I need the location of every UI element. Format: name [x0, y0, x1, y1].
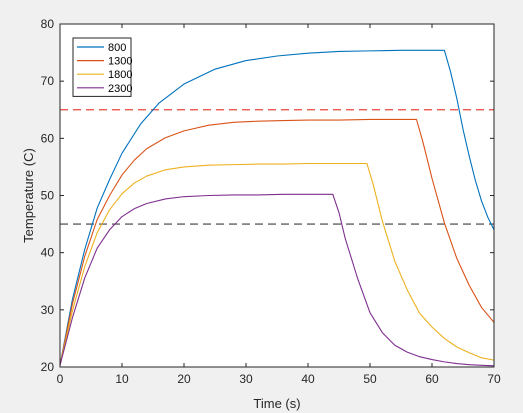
x-tick-label: 20: [177, 372, 191, 386]
x-axis-ticks: 0 10 20 30 40 50 60 70: [57, 24, 501, 386]
legend-label-800: 800: [108, 42, 126, 54]
series-line-1300: [59, 118, 495, 366]
legend-label-2300: 2300: [108, 83, 132, 95]
x-tick-label: 0: [57, 372, 64, 386]
series-line-2300: [59, 193, 495, 367]
x-tick-label: 40: [301, 372, 315, 386]
y-axis-label: Temperature (C): [21, 148, 36, 243]
y-tick-label: 20: [41, 360, 55, 374]
x-tick-label: 60: [425, 372, 439, 386]
series-lines: [59, 49, 495, 367]
x-tick-label: 30: [239, 372, 253, 386]
x-tick-label: 10: [115, 372, 129, 386]
y-tick-label: 60: [41, 131, 55, 145]
reference-lines: [60, 109, 494, 225]
x-tick-label: 50: [363, 372, 377, 386]
legend-label-1300: 1300: [108, 56, 132, 68]
x-tick-label: 70: [487, 372, 501, 386]
x-axis-label: Time (s): [253, 396, 300, 411]
y-tick-label: 50: [41, 189, 55, 203]
y-tick-label: 70: [41, 74, 55, 88]
series-line-1800: [59, 162, 495, 366]
y-axis-ticks: 20 30 40 50 60 70 80: [41, 17, 494, 374]
y-tick-label: 80: [41, 17, 55, 31]
y-tick-label: 30: [41, 303, 55, 317]
legend-label-1800: 1800: [108, 69, 132, 81]
legend-box: [72, 37, 132, 97]
plot-area: [60, 24, 494, 367]
y-tick-label: 40: [41, 246, 55, 260]
series-line-800: [59, 49, 495, 366]
